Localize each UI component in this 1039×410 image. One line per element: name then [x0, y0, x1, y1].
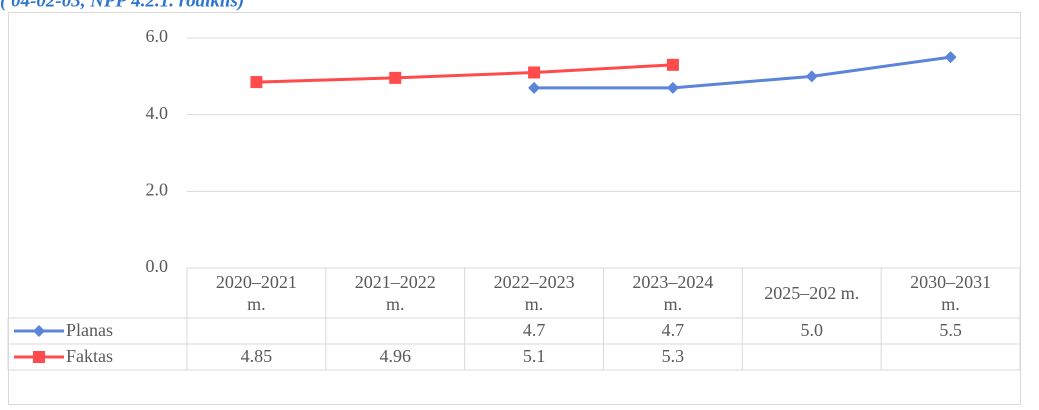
series-line [256, 63, 673, 84]
table-value: 4.85 [241, 346, 273, 366]
table-value: 4.96 [380, 346, 412, 366]
x-tick-label: 2022–2023 m. [493, 272, 575, 314]
y-tick-label: 6.0 [146, 26, 169, 46]
x-tick-label: 2023–2024 m. [632, 272, 714, 314]
table-value: 4.7 [523, 320, 546, 340]
table-value: 5.0 [801, 320, 824, 340]
y-tick-label: 4.0 [146, 103, 169, 123]
y-tick-label: 0.0 [146, 256, 169, 276]
x-tick-label: 2030–2031 m. [910, 272, 992, 314]
series-line [534, 55, 951, 90]
category-cell: 2021–2022 m. [326, 268, 465, 318]
point [528, 81, 541, 94]
legend-marker [33, 351, 45, 363]
point [528, 66, 541, 79]
category-cell: 2023–2024 m. [604, 268, 743, 318]
table-value: 5.3 [662, 346, 685, 366]
legend-marker [33, 325, 45, 337]
chart-frame [8, 12, 1021, 405]
point [250, 76, 263, 89]
category-cell: 2020–2021 m. [187, 268, 326, 318]
y-tick-label: 2.0 [146, 179, 169, 199]
point [666, 58, 679, 71]
subtitle: ( 04-02-03, NPP 4.2.1. rodiklis) [0, 0, 244, 11]
point [805, 70, 818, 83]
legend-label: Planas [66, 320, 113, 340]
point [666, 81, 679, 94]
table-value: 5.1 [523, 346, 546, 366]
point [389, 71, 402, 84]
x-tick-label: 2021–2022 m. [354, 272, 436, 314]
category-cell: 2030–2031 m. [881, 268, 1020, 318]
category-cell: 2025–202 m. [742, 268, 881, 318]
legend-label: Faktas [66, 346, 113, 366]
category-cell: 2022–2023 m. [465, 268, 604, 318]
point [944, 51, 957, 64]
x-tick-label: 2025–202 m. [764, 283, 860, 303]
table-value: 5.5 [939, 320, 962, 340]
table-value: 4.7 [662, 320, 685, 340]
x-tick-label: 2020–2021 m. [215, 272, 297, 314]
